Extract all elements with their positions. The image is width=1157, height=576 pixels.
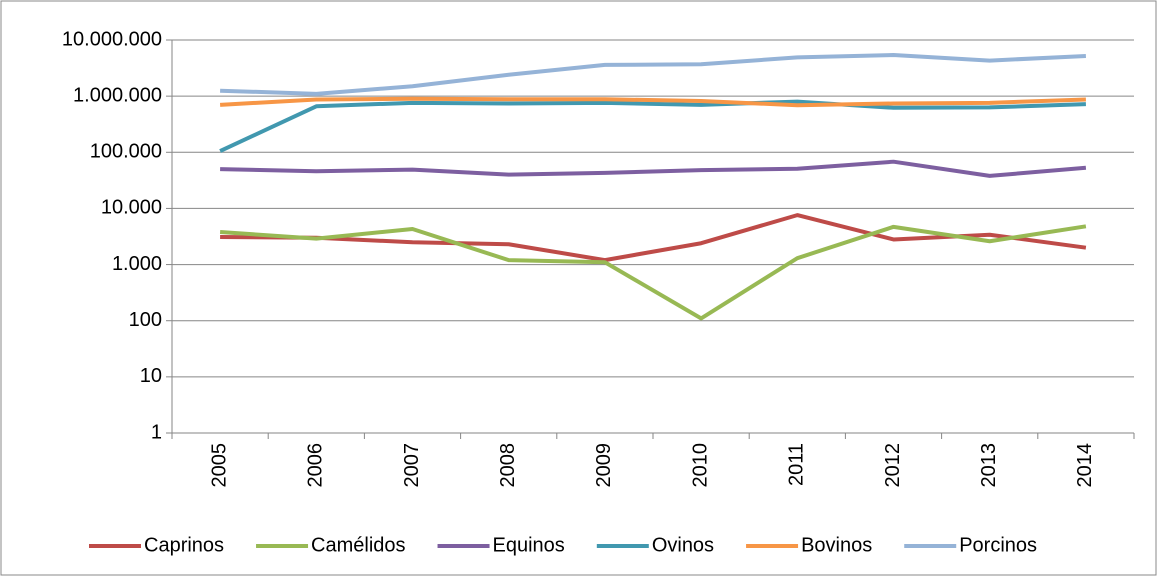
y-tick-label: 100: [129, 309, 162, 331]
series-line: [219, 96, 1086, 108]
legend-label: Ovinos: [652, 534, 714, 556]
x-tick-label: 2006: [305, 443, 327, 488]
y-tick-label: 100.000: [90, 141, 162, 163]
y-tick-label: 10: [140, 365, 162, 387]
series-line: [220, 53, 1086, 96]
x-tick-label: 2009: [593, 443, 615, 488]
series-line: [219, 99, 1086, 153]
legend-label: Equinos: [493, 534, 565, 556]
x-tick-label: 2014: [1074, 443, 1096, 488]
x-tick-label: 2005: [208, 443, 230, 488]
y-tick-label: 1.000.000: [73, 84, 162, 106]
x-tick-label: 2010: [689, 443, 711, 488]
legend-label: Caprinos: [144, 534, 224, 556]
x-tick-label: 2007: [401, 443, 423, 488]
legend-label: Porcinos: [959, 534, 1037, 556]
y-tick-label: 1: [151, 421, 162, 443]
legend-label: Camélidos: [311, 534, 405, 556]
x-tick-label: 2008: [497, 443, 519, 488]
y-tick-label: 1.000: [112, 253, 162, 275]
legend-label: Bovinos: [801, 534, 872, 556]
series-line: [220, 159, 1087, 178]
y-tick-label: 10.000.000: [62, 28, 162, 50]
series-line: [220, 213, 1087, 263]
y-tick-label: 10.000: [101, 197, 162, 219]
x-tick-label: 2013: [978, 443, 1000, 488]
series-line: [219, 224, 1087, 321]
x-tick-label: 2012: [882, 443, 904, 488]
x-tick-label: 2011: [786, 443, 808, 486]
